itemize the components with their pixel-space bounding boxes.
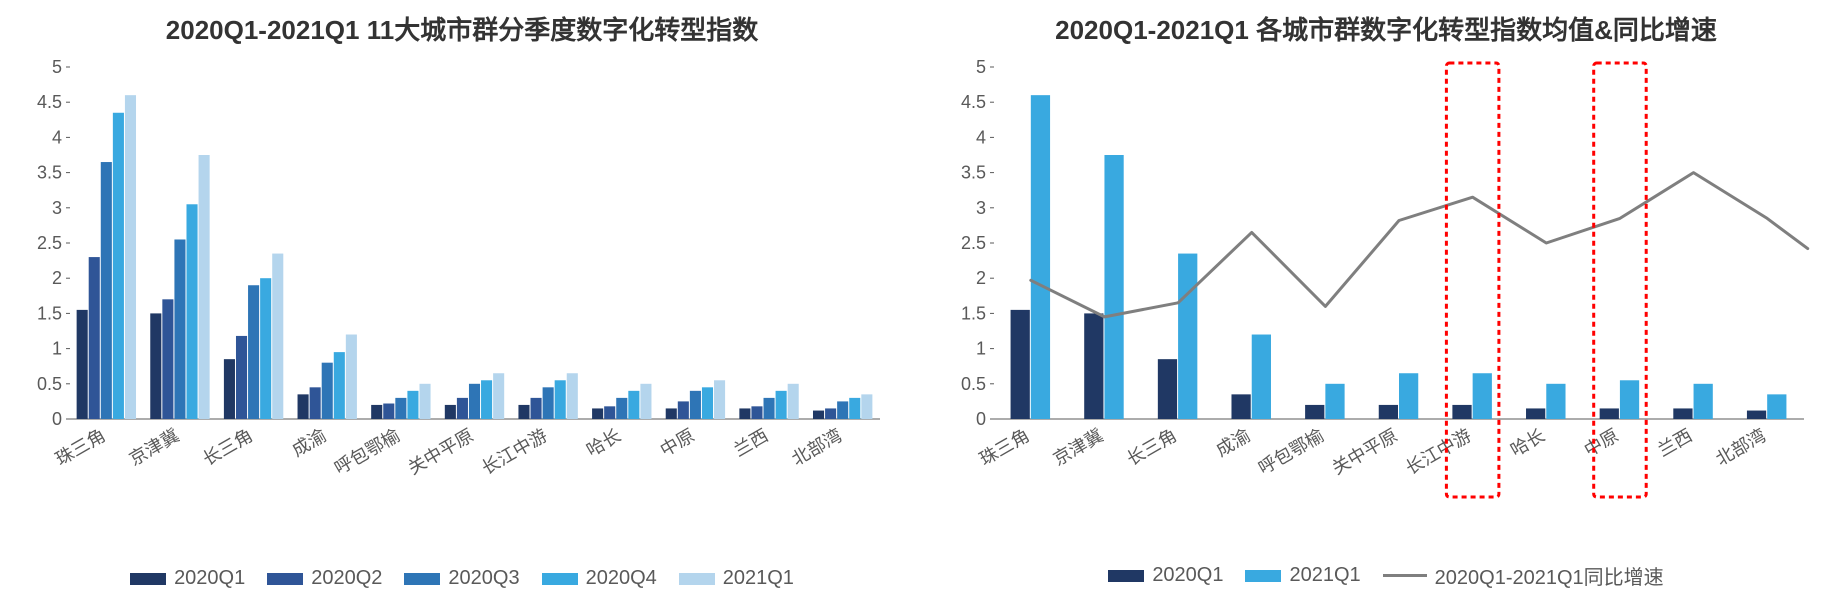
svg-text:2.5: 2.5 bbox=[961, 233, 986, 253]
legend-item: 2020Q2 bbox=[267, 567, 382, 590]
legend-label: 2020Q3 bbox=[448, 567, 519, 590]
legend-swatch bbox=[679, 573, 715, 585]
svg-text:0.5: 0.5 bbox=[961, 374, 986, 394]
right-legend: 2020Q1 2021Q1 2020Q1-2021Q1同比增速 bbox=[944, 561, 1828, 590]
svg-text:中原: 中原 bbox=[1581, 425, 1622, 460]
svg-text:京津冀: 京津冀 bbox=[126, 425, 183, 469]
svg-text:3.5: 3.5 bbox=[37, 163, 62, 183]
svg-text:珠三角: 珠三角 bbox=[976, 425, 1033, 469]
legend-item: 2020Q1 bbox=[1108, 564, 1223, 587]
svg-text:4: 4 bbox=[52, 127, 62, 147]
svg-text:3.5: 3.5 bbox=[961, 163, 986, 183]
legend-swatch bbox=[1245, 570, 1281, 582]
legend-swatch bbox=[130, 573, 166, 585]
legend-label: 2020Q1-2021Q1同比增速 bbox=[1435, 561, 1664, 590]
svg-text:1: 1 bbox=[976, 339, 986, 359]
svg-text:呼包鄂榆: 呼包鄂榆 bbox=[1255, 425, 1327, 478]
legend-swatch bbox=[542, 573, 578, 585]
left-chart-title: 2020Q1-2021Q1 11大城市群分季度数字化转型指数 bbox=[20, 10, 904, 47]
legend-swatch bbox=[267, 573, 303, 585]
left-legend: 2020Q1 2020Q2 2020Q3 2020Q4 2021Q1 bbox=[20, 567, 904, 590]
legend-item: 2021Q1 bbox=[1245, 564, 1360, 587]
legend-swatch bbox=[404, 573, 440, 585]
svg-text:珠三角: 珠三角 bbox=[52, 425, 109, 469]
svg-text:长江中游: 长江中游 bbox=[1402, 425, 1474, 478]
svg-text:成渝: 成渝 bbox=[289, 425, 330, 460]
svg-text:长三角: 长三角 bbox=[199, 425, 256, 469]
legend-item: 2021Q1 bbox=[679, 567, 794, 590]
legend-item: 2020Q1 bbox=[130, 567, 245, 590]
left-chart-svg: 0 0.5 1 1.5 2 2.5 3 3.5 4 4.5 5 珠三角京津冀长三角成渝呼包鄂榆关中平原… bbox=[20, 57, 900, 517]
left-panel: 2020Q1-2021Q1 11大城市群分季度数字化转型指数 0 0.5 1 1.5 2… bbox=[20, 10, 904, 590]
legend-item: 2020Q4 bbox=[542, 567, 657, 590]
svg-text:2: 2 bbox=[52, 268, 62, 288]
svg-text:5: 5 bbox=[52, 57, 62, 77]
left-chart-box: 0 0.5 1 1.5 2 2.5 3 3.5 4 4.5 5 珠三角京津冀长三角成渝呼包鄂榆关中平原… bbox=[20, 57, 904, 563]
legend-label: 2020Q1 bbox=[1152, 564, 1223, 587]
svg-text:1: 1 bbox=[52, 339, 62, 359]
legend-label: 2021Q1 bbox=[723, 567, 794, 590]
svg-text:呼包鄂榆: 呼包鄂榆 bbox=[331, 425, 403, 478]
legend-label: 2020Q2 bbox=[311, 567, 382, 590]
svg-text:0.5: 0.5 bbox=[37, 374, 62, 394]
svg-text:3: 3 bbox=[976, 198, 986, 218]
svg-text:关中平原: 关中平原 bbox=[405, 425, 477, 478]
right-chart-title: 2020Q1-2021Q1 各城市群数字化转型指数均值&同比增速 bbox=[944, 10, 1828, 47]
right-panel: 2020Q1-2021Q1 各城市群数字化转型指数均值&同比增速 0 0.5 1 1.… bbox=[944, 10, 1828, 590]
svg-text:2.5: 2.5 bbox=[37, 233, 62, 253]
legend-swatch bbox=[1108, 570, 1144, 582]
svg-text:4.5: 4.5 bbox=[961, 92, 986, 112]
legend-line-swatch bbox=[1383, 574, 1427, 577]
svg-text:哈长: 哈长 bbox=[583, 425, 624, 460]
svg-text:长江中游: 长江中游 bbox=[478, 425, 550, 478]
svg-text:中原: 中原 bbox=[657, 425, 698, 460]
svg-text:京津冀: 京津冀 bbox=[1050, 425, 1107, 469]
svg-text:北部湾: 北部湾 bbox=[788, 425, 845, 469]
svg-text:0: 0 bbox=[976, 409, 986, 429]
right-chart-svg: 0 0.5 1 1.5 2 2.5 3 3.5 4 4.5 5 珠三角京津冀长三角成渝呼包鄂榆关中平原… bbox=[944, 57, 1824, 517]
svg-text:兰西: 兰西 bbox=[1654, 425, 1695, 460]
legend-item: 2020Q3 bbox=[404, 567, 519, 590]
svg-text:2: 2 bbox=[976, 268, 986, 288]
svg-text:0: 0 bbox=[52, 409, 62, 429]
svg-text:兰西: 兰西 bbox=[730, 425, 771, 460]
svg-text:3: 3 bbox=[52, 198, 62, 218]
svg-text:成渝: 成渝 bbox=[1213, 425, 1254, 460]
page: 2020Q1-2021Q1 11大城市群分季度数字化转型指数 00.511.52… bbox=[0, 0, 1848, 590]
svg-text:5: 5 bbox=[976, 57, 986, 77]
svg-text:1.5: 1.5 bbox=[961, 303, 986, 323]
legend-label: 2020Q4 bbox=[586, 567, 657, 590]
svg-text:4: 4 bbox=[976, 127, 986, 147]
svg-text:1.5: 1.5 bbox=[37, 303, 62, 323]
svg-text:4.5: 4.5 bbox=[37, 92, 62, 112]
right-chart-box: 0 0.5 1 1.5 2 2.5 3 3.5 4 4.5 5 珠三角京津冀长三角成渝呼包鄂榆关中平原… bbox=[944, 57, 1828, 557]
svg-text:长三角: 长三角 bbox=[1123, 425, 1180, 469]
legend-item: 2020Q1-2021Q1同比增速 bbox=[1383, 561, 1664, 590]
svg-text:哈长: 哈长 bbox=[1507, 425, 1548, 460]
svg-text:关中平原: 关中平原 bbox=[1329, 425, 1401, 478]
legend-label: 2020Q1 bbox=[174, 567, 245, 590]
svg-text:北部湾: 北部湾 bbox=[1712, 425, 1769, 469]
legend-label: 2021Q1 bbox=[1289, 564, 1360, 587]
